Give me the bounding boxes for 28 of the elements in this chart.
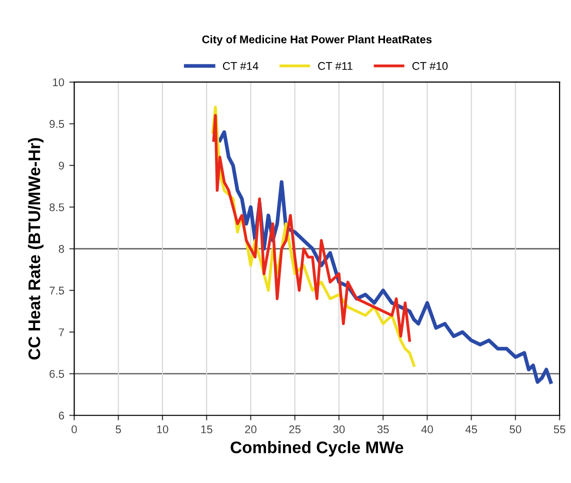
x-tick-label: 15	[201, 426, 212, 434]
x-axis-title: Combined Cycle MWe	[230, 441, 404, 457]
y-tick-label: 10	[52, 78, 64, 86]
x-tick-label: 45	[465, 426, 478, 434]
x-tick-label: 0	[72, 425, 77, 434]
x-tick-label: 35	[377, 425, 389, 434]
legend-label: CT #10	[412, 62, 448, 70]
x-tick-label: 50	[510, 425, 522, 434]
legend-label: CT #14	[222, 62, 258, 70]
y-tick-label: 6	[58, 412, 64, 420]
x-tick-label: 25	[289, 425, 301, 434]
x-tick-label: 40	[421, 425, 433, 434]
legend-label: CT #11	[318, 62, 352, 70]
y-tick-label: 7.5	[50, 286, 64, 295]
x-tick-label: 20	[245, 425, 256, 434]
y-axis-title: CC Heat Rate (BTU/MWe-Hr)	[28, 138, 44, 360]
x-tick-label: 5	[116, 426, 121, 434]
y-tick-label: 8	[58, 245, 64, 253]
y-tick-label: 7	[58, 328, 64, 336]
y-tick-label: 9	[58, 162, 64, 170]
line-series	[212, 114, 411, 342]
x-tick-label: 10	[157, 425, 168, 434]
x-tick-label: 30	[333, 425, 345, 434]
chart-title: City of Medicine Hat Power Plant HeatRates	[202, 35, 432, 46]
y-tick-label: 8.5	[50, 203, 64, 212]
x-tick-label: 55	[554, 426, 566, 434]
y-tick-label: 9.5	[50, 120, 64, 128]
y-tick-label: 6.5	[50, 370, 64, 378]
